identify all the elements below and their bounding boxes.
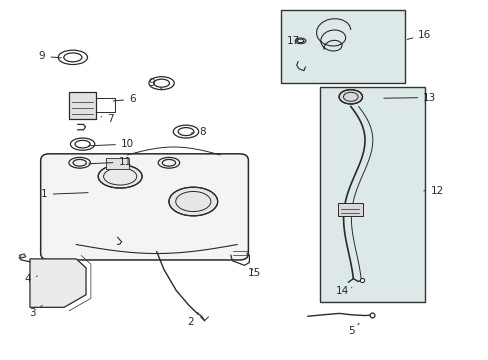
Text: 12: 12 (423, 186, 443, 196)
Text: 4: 4 (24, 274, 37, 284)
Bar (320, 87, 424, 302)
Text: 11: 11 (89, 157, 131, 167)
Text: 8: 8 (191, 127, 206, 136)
Polygon shape (19, 254, 26, 258)
Text: 13: 13 (383, 93, 435, 103)
Ellipse shape (98, 165, 142, 188)
Text: 1: 1 (41, 189, 88, 199)
Bar (338, 203, 362, 216)
Bar (69, 92, 96, 119)
Bar (96, 98, 115, 112)
Text: 9: 9 (148, 78, 161, 89)
Text: 17: 17 (286, 36, 303, 46)
Text: 16: 16 (407, 30, 430, 40)
Polygon shape (30, 259, 86, 307)
Ellipse shape (168, 187, 217, 216)
Text: 10: 10 (89, 139, 134, 149)
FancyBboxPatch shape (41, 154, 248, 260)
Ellipse shape (338, 90, 362, 104)
Text: 14: 14 (335, 286, 351, 296)
Text: 3: 3 (29, 306, 42, 318)
Text: 2: 2 (187, 313, 198, 327)
Text: 7: 7 (101, 114, 114, 124)
Text: 9: 9 (39, 51, 61, 61)
Text: 15: 15 (247, 267, 260, 278)
Bar (281, 10, 405, 83)
Bar (105, 158, 129, 169)
Text: 5: 5 (348, 323, 358, 336)
Text: 6: 6 (113, 94, 135, 104)
